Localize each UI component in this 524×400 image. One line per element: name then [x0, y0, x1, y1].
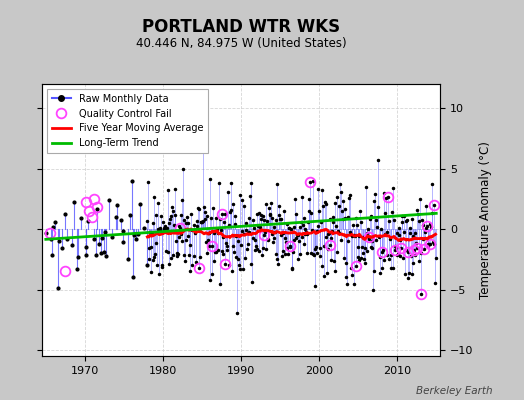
Legend: Raw Monthly Data, Quality Control Fail, Five Year Moving Average, Long-Term Tren: Raw Monthly Data, Quality Control Fail, …	[47, 89, 208, 153]
Text: 40.446 N, 84.975 W (United States): 40.446 N, 84.975 W (United States)	[136, 37, 346, 50]
Text: Berkeley Earth: Berkeley Earth	[416, 386, 493, 396]
Y-axis label: Temperature Anomaly (°C): Temperature Anomaly (°C)	[479, 141, 492, 299]
Text: PORTLAND WTR WKS: PORTLAND WTR WKS	[142, 18, 340, 36]
